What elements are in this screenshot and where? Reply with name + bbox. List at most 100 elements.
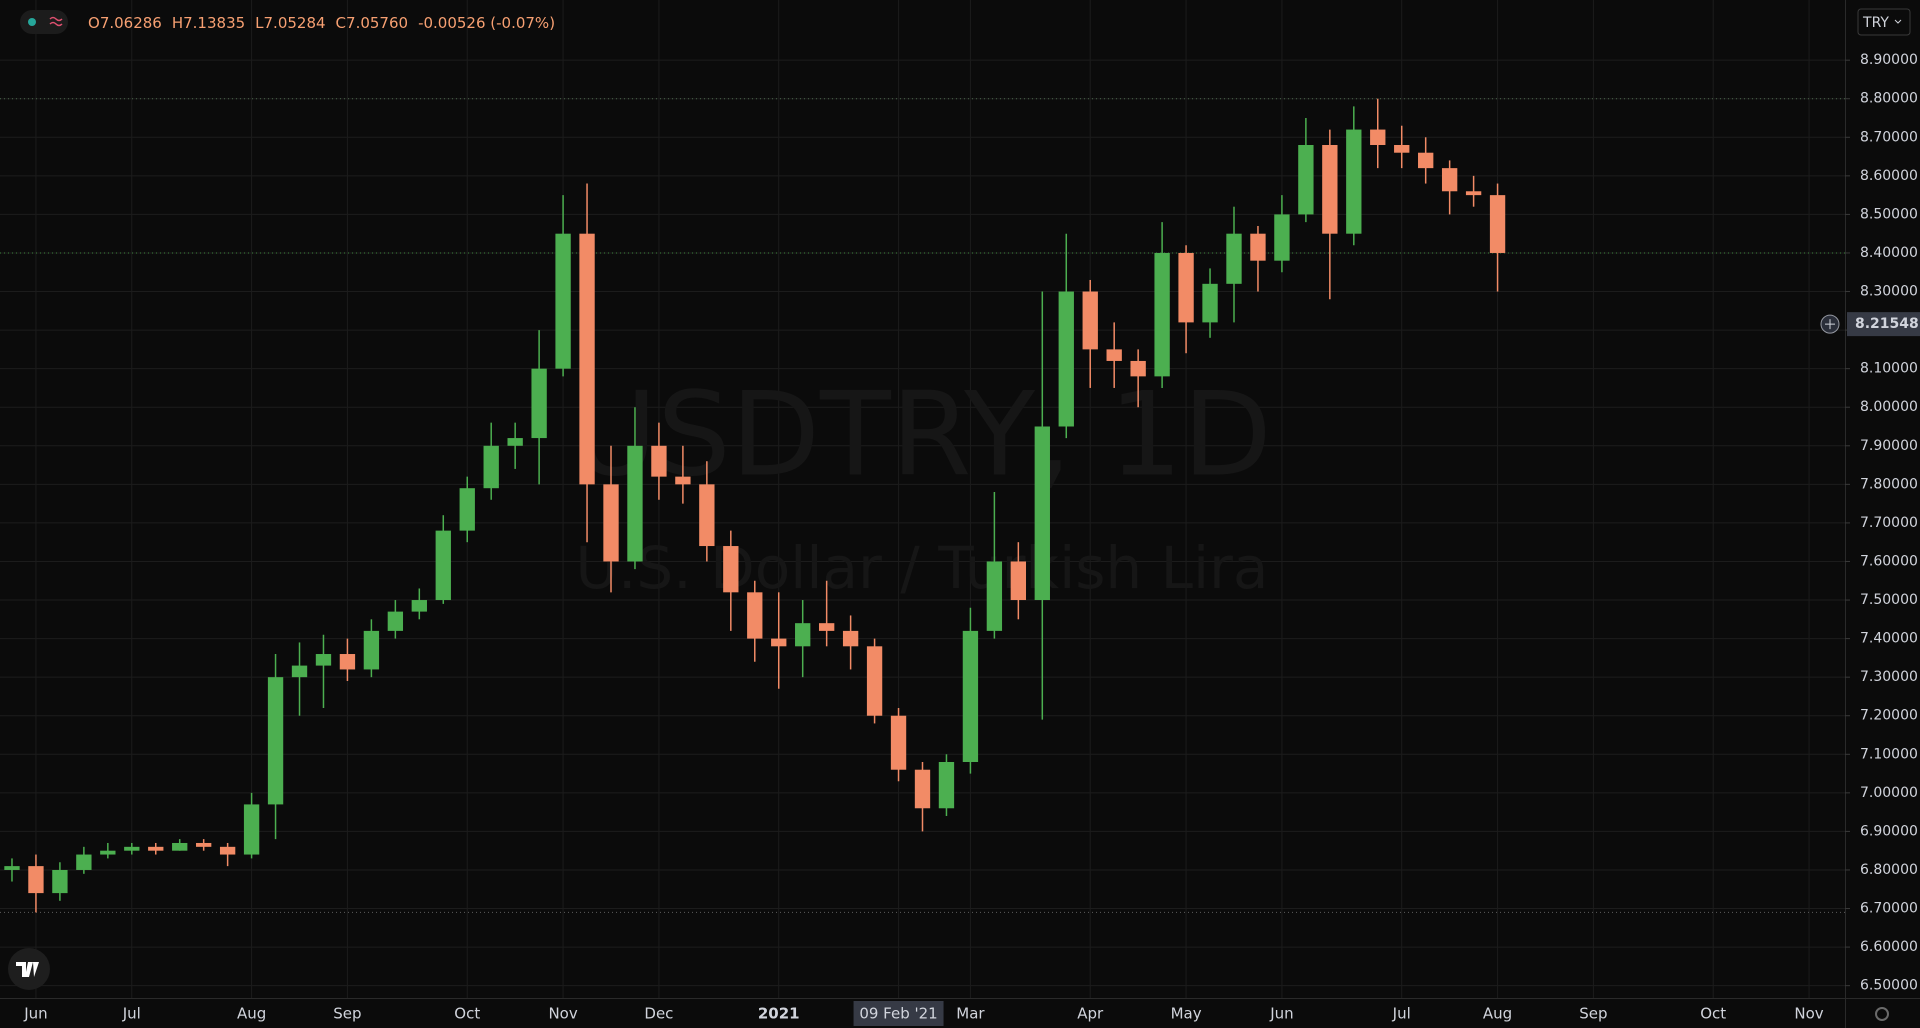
candle-body bbox=[52, 869, 68, 894]
y-tick-label: 7.80000 bbox=[1860, 476, 1918, 492]
currency-button[interactable] bbox=[1857, 8, 1911, 36]
currency-label[interactable]: TRY bbox=[1862, 15, 1889, 31]
candle-body bbox=[1250, 233, 1266, 261]
candle-body bbox=[579, 233, 595, 485]
candle-body bbox=[699, 484, 715, 547]
candle-body bbox=[627, 445, 643, 562]
candle-body bbox=[76, 854, 92, 870]
y-tick-label: 7.50000 bbox=[1860, 592, 1918, 608]
watermark-subtitle: U.S. Dollar / Turkish Lira bbox=[576, 534, 1269, 602]
candle-body bbox=[675, 476, 691, 485]
candle-body bbox=[411, 600, 427, 612]
x-tick-label: Sep bbox=[1579, 1005, 1607, 1023]
candle-body bbox=[1130, 360, 1146, 377]
candle-body bbox=[291, 665, 308, 678]
candle-body bbox=[555, 233, 571, 369]
y-tick-label: 7.30000 bbox=[1860, 669, 1918, 685]
candle-body bbox=[1418, 152, 1434, 169]
y-tick-label: 6.80000 bbox=[1860, 862, 1918, 878]
candle-body bbox=[842, 630, 859, 647]
settings-icon bbox=[49, 16, 63, 27]
logo-mark bbox=[16, 962, 39, 977]
settings-gear[interactable] bbox=[1875, 1007, 1889, 1021]
candle-body bbox=[243, 804, 260, 855]
candle-body bbox=[339, 654, 356, 670]
y-tick-label: 7.40000 bbox=[1860, 631, 1918, 647]
candle-body bbox=[1082, 291, 1098, 350]
ohlc-label: O bbox=[88, 14, 100, 32]
y-tick-label: 7.70000 bbox=[1860, 515, 1918, 531]
y-tick-label: 6.60000 bbox=[1860, 939, 1918, 955]
y-tick-label: 8.30000 bbox=[1860, 284, 1918, 300]
candle-body bbox=[1322, 144, 1338, 234]
change: -0.00526 (-0.07%) bbox=[418, 14, 555, 32]
candle-body bbox=[172, 842, 188, 851]
candle-body bbox=[1010, 561, 1027, 601]
ohlc-label: L bbox=[255, 14, 264, 32]
candle-body bbox=[148, 846, 164, 851]
x-tick-label: 09 Feb '21 bbox=[859, 1005, 937, 1023]
candle-body bbox=[459, 488, 475, 531]
add-alert-plus bbox=[1825, 319, 1835, 330]
candle-body bbox=[890, 715, 907, 770]
y-tick-label: 8.40000 bbox=[1860, 245, 1918, 261]
candle-body bbox=[866, 646, 883, 716]
y-tick-label: 8.10000 bbox=[1860, 361, 1918, 377]
x-tick-label: Jul bbox=[122, 1005, 141, 1023]
y-tick-label: 8.70000 bbox=[1860, 129, 1918, 145]
y-tick-label: 8.50000 bbox=[1860, 206, 1918, 222]
y-tick-label: 7.90000 bbox=[1860, 438, 1918, 454]
x-tick-label: Oct bbox=[454, 1005, 480, 1023]
y-tick-label: 8.00000 bbox=[1860, 399, 1918, 415]
x-tick-label: Nov bbox=[548, 1005, 577, 1023]
candle-body bbox=[1489, 195, 1506, 253]
candle-body bbox=[28, 866, 44, 894]
x-tick-label: Mar bbox=[956, 1005, 985, 1023]
ohlc-value: 7.05760 bbox=[346, 14, 408, 32]
candle-body bbox=[1106, 349, 1122, 361]
candle-body bbox=[1394, 144, 1410, 153]
candle-body bbox=[1465, 191, 1482, 196]
crosshair-x-box bbox=[853, 1001, 944, 1026]
candle-body bbox=[507, 438, 523, 446]
x-tick-label: Dec bbox=[644, 1005, 673, 1023]
legend-toggle[interactable] bbox=[20, 10, 68, 34]
candle-body bbox=[747, 592, 763, 639]
candle-body bbox=[986, 561, 1003, 631]
candle-body bbox=[723, 546, 739, 593]
candle-body bbox=[1034, 426, 1050, 601]
y-tick-label: 7.10000 bbox=[1860, 746, 1918, 762]
y-tick-label: 7.20000 bbox=[1860, 708, 1918, 724]
ohlc-legend: O7.06286 H7.13835 L7.05284 C7.05760 -0.00526… bbox=[88, 14, 555, 32]
y-tick-label: 8.60000 bbox=[1860, 168, 1918, 184]
candle-body bbox=[483, 445, 499, 489]
x-tick-label: Sep bbox=[333, 1005, 361, 1023]
x-tick-label: Aug bbox=[237, 1005, 266, 1023]
candle-body bbox=[914, 769, 931, 809]
candle-body bbox=[962, 630, 979, 762]
ohlc-label: H bbox=[172, 14, 183, 32]
ohlc-label: C bbox=[336, 14, 346, 32]
x-tick-label: Jun bbox=[1269, 1005, 1293, 1023]
candle-body bbox=[1346, 129, 1362, 234]
x-tick-label: Oct bbox=[1700, 1005, 1726, 1023]
candle-body bbox=[100, 850, 116, 855]
candle-body bbox=[1298, 144, 1314, 215]
candle-body bbox=[1274, 214, 1290, 261]
candle-body bbox=[387, 611, 404, 631]
ohlc-value: 7.06286 bbox=[100, 14, 162, 32]
candle-body bbox=[1226, 233, 1242, 284]
x-tick-label: Jul bbox=[1392, 1005, 1411, 1023]
y-tick-label: 7.00000 bbox=[1860, 785, 1918, 801]
candle-body bbox=[531, 368, 547, 439]
y-tick-label: 6.50000 bbox=[1860, 978, 1918, 994]
x-tick-label: Aug bbox=[1483, 1005, 1512, 1023]
candle-body bbox=[818, 623, 835, 631]
candle-body bbox=[4, 866, 20, 870]
x-tick-label: May bbox=[1171, 1005, 1202, 1023]
ohlc-value: 7.13835 bbox=[183, 14, 245, 32]
candle-body bbox=[267, 677, 284, 805]
candle-body bbox=[1154, 252, 1170, 377]
